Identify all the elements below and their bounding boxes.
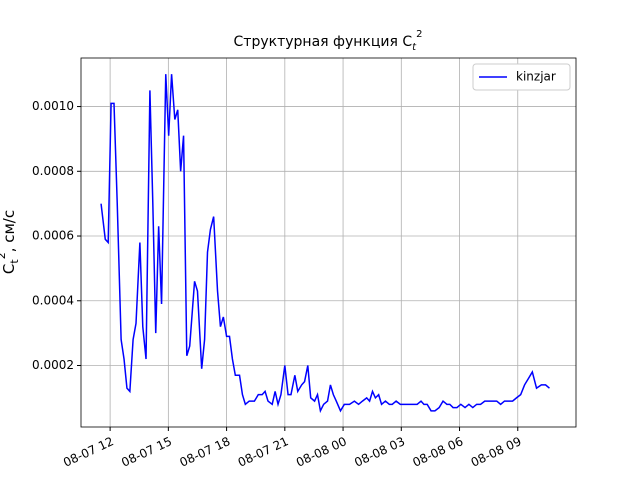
x-tick-label: 08-08 03	[352, 434, 407, 469]
x-tick-label: 08-08 00	[294, 434, 349, 469]
x-tick-label: 08-07 21	[236, 434, 291, 469]
x-tick-label: 08-08 09	[469, 434, 524, 469]
title-text: Структурная функция C	[234, 34, 413, 50]
x-tick-label: 08-07 15	[119, 434, 174, 469]
y-label-unit: , см/с	[0, 210, 18, 252]
plot-frame	[80, 57, 577, 428]
y-axis-label: Ct2, см/с	[0, 210, 21, 274]
y-tick-label: 0.0010	[32, 99, 74, 113]
y-label-subscript: t	[8, 259, 21, 264]
legend-label: kinzjar	[516, 70, 556, 84]
y-tick-label: 0.0006	[32, 229, 74, 243]
legend-box	[472, 63, 571, 91]
x-tick-label: 08-07 18	[178, 434, 233, 469]
y-tick-label: 0.0008	[32, 164, 74, 178]
y-label-superscript: 2	[0, 252, 8, 259]
title-superscript: 2	[416, 29, 422, 40]
chart-title: Структурная функция Ct 2	[234, 29, 423, 53]
title-subscript: t	[412, 42, 417, 53]
y-label-text: C	[0, 264, 18, 274]
x-tick-label: 08-07 12	[61, 434, 116, 469]
data-line	[100, 74, 550, 414]
x-tick-label: 08-08 06	[410, 434, 465, 469]
legend: kinzjar	[472, 63, 571, 91]
y-tick-label: 0.0004	[32, 293, 74, 307]
y-tick-label: 0.0002	[32, 358, 74, 372]
